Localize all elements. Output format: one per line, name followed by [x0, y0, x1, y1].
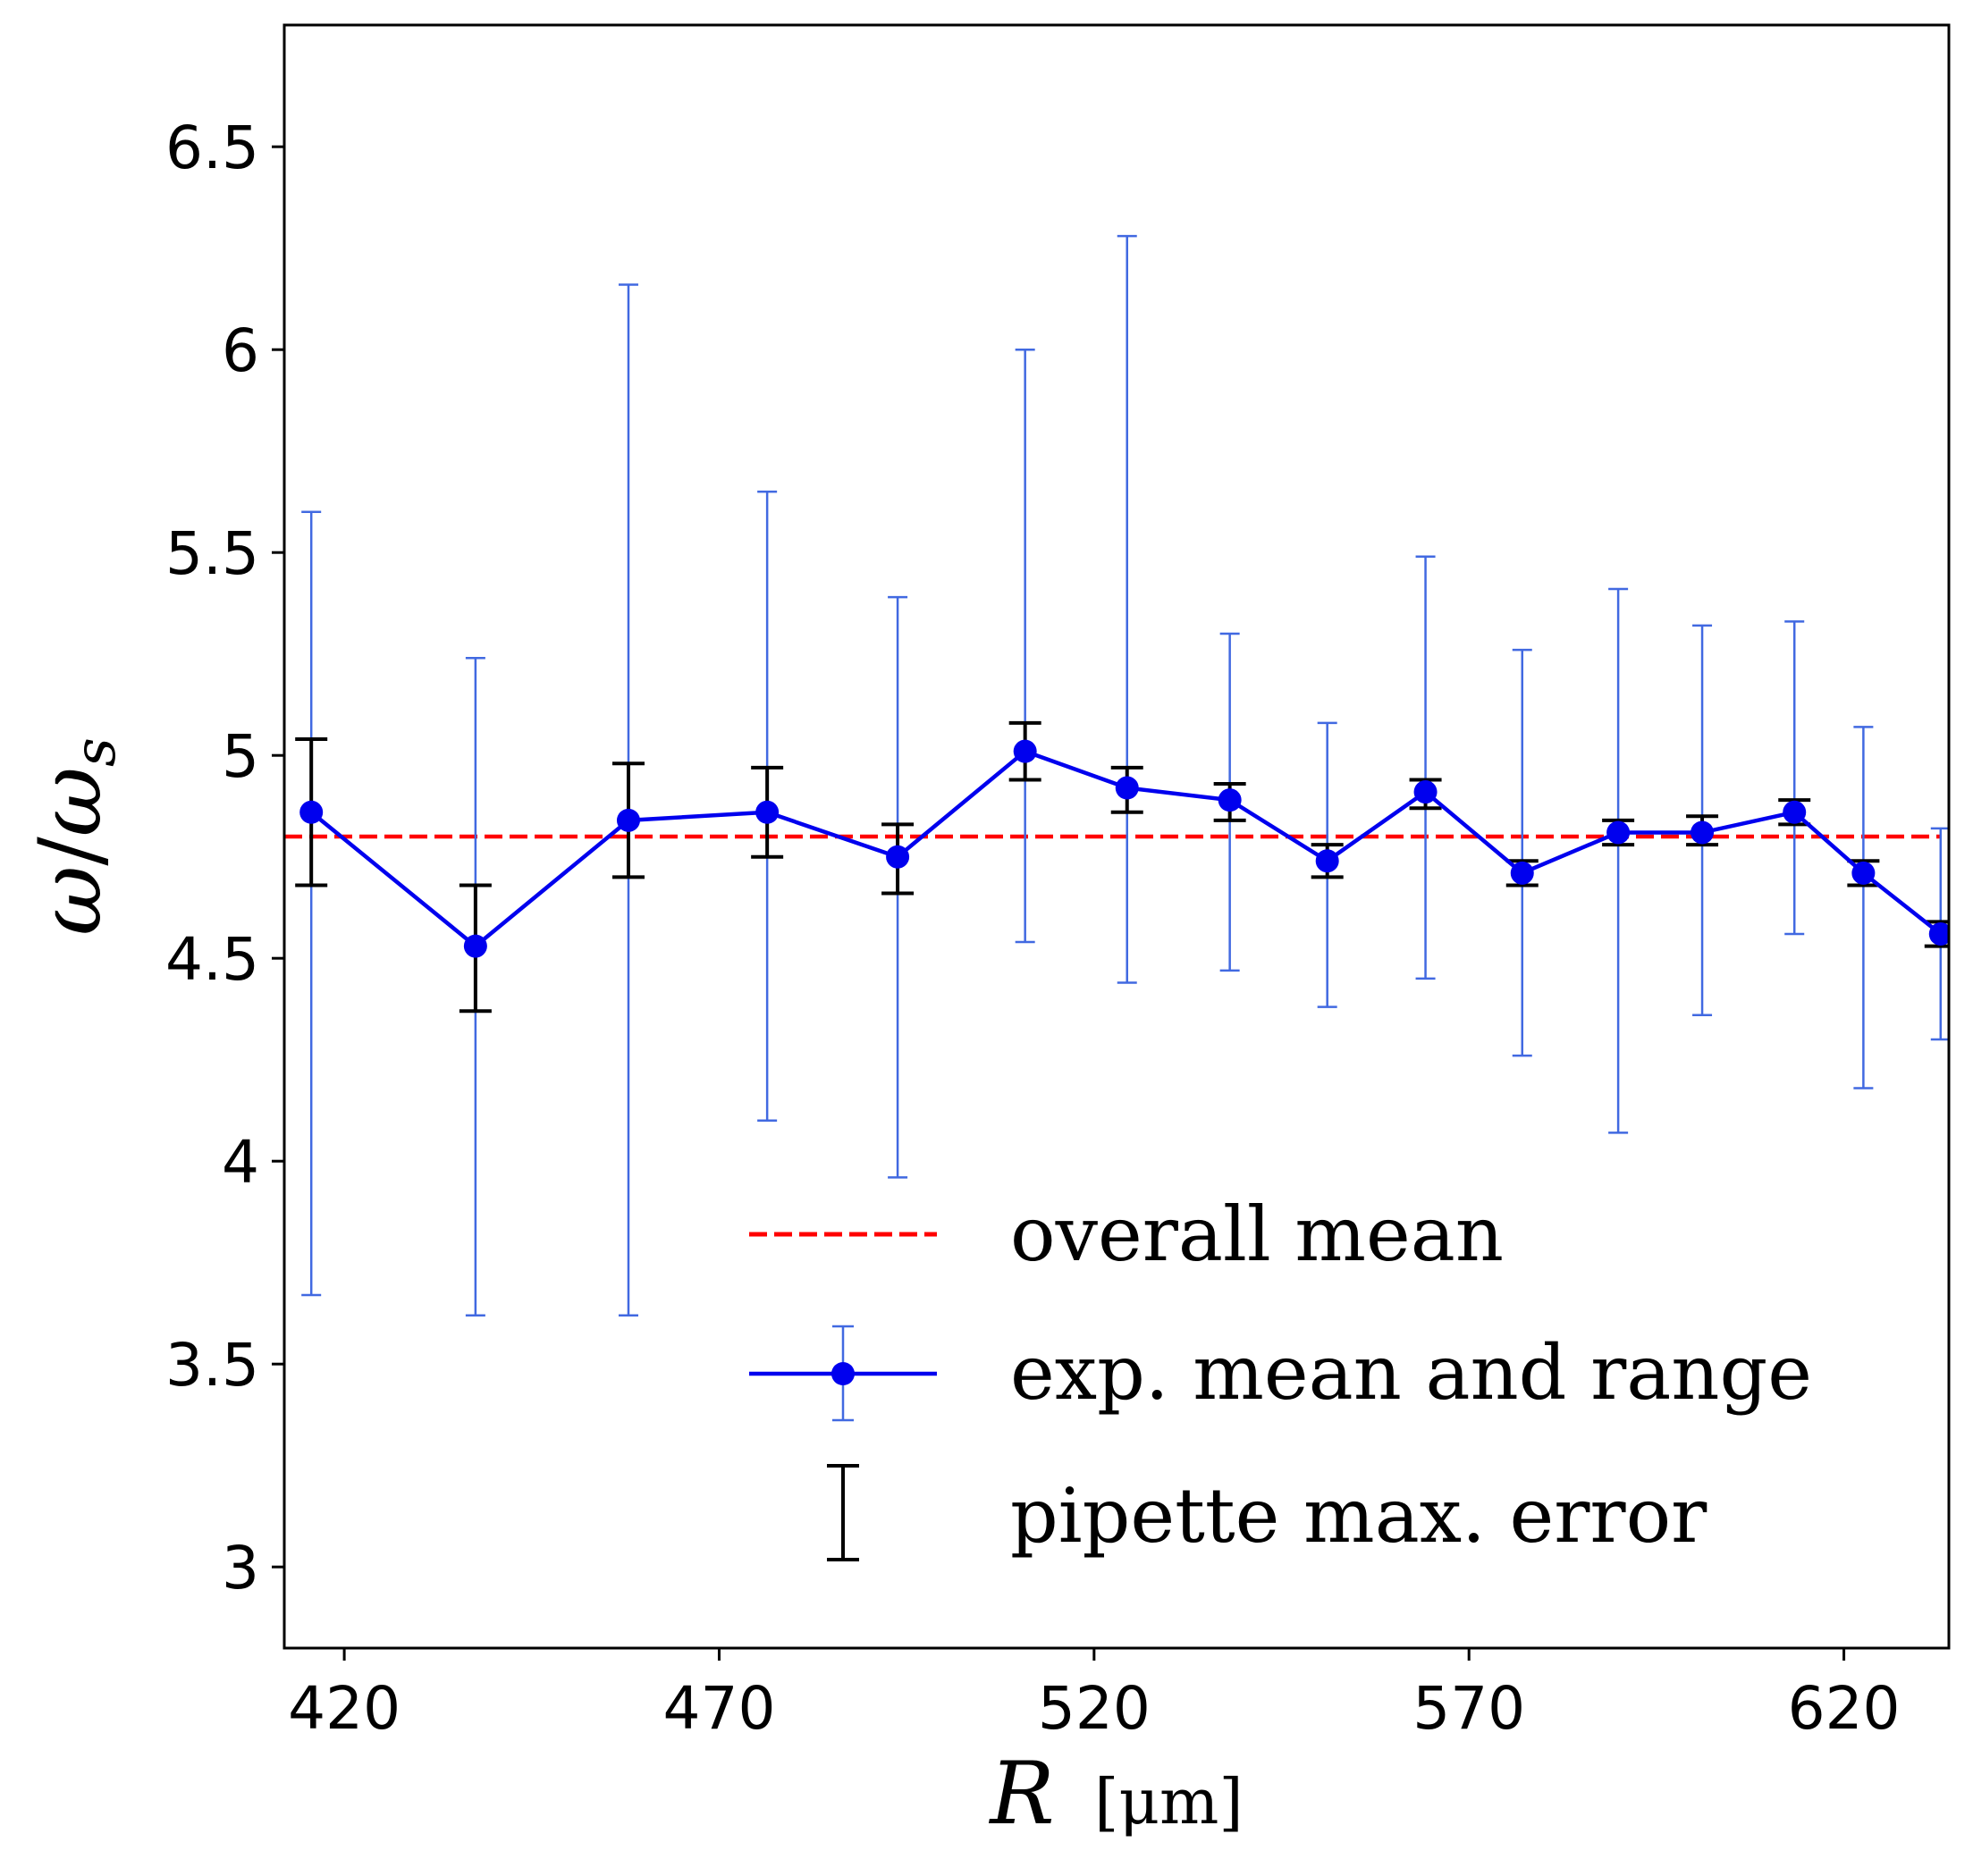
ticks-layer: 420 470 520 570 620 3 3.5 4 4.5 5 5.5 6 6.5 [165, 114, 1901, 1743]
y-axis-subsymbol: ω [21, 767, 121, 837]
y-tick-label: 6 [222, 316, 259, 385]
y-axis-subscript: s [63, 737, 129, 767]
series-point [299, 800, 324, 824]
legend-mean-label: overall mean [1010, 1190, 1504, 1278]
legend-series-swatch [749, 1325, 937, 1422]
y-tick-label: 4 [222, 1128, 259, 1197]
series-point [1218, 788, 1242, 812]
series-point [1928, 921, 1949, 946]
x-axis-label: R [μm] [988, 1744, 1243, 1844]
y-tick-label: 6.5 [165, 114, 259, 182]
series-point [1783, 800, 1807, 824]
series-point [616, 808, 640, 832]
series-point [755, 800, 780, 824]
x-axis-symbol: R [988, 1744, 1054, 1844]
x-tick-label: 420 [288, 1674, 401, 1743]
series-line [309, 749, 1943, 948]
series-point [1510, 861, 1534, 885]
series-point [1691, 820, 1715, 845]
legend: overall mean exp. mean and range pipette… [749, 1190, 1812, 1561]
y-axis-label: ω/ωs [21, 737, 129, 936]
y-tick-label: 3 [222, 1534, 259, 1603]
y-tick-label: 3.5 [165, 1331, 259, 1400]
y-tick-label: 5.5 [165, 519, 259, 588]
x-tick-label: 570 [1412, 1674, 1525, 1743]
series-point [463, 934, 487, 958]
series-point [886, 845, 910, 869]
series-point [1115, 776, 1139, 800]
y-axis-symbol: ω [21, 866, 121, 936]
y-axis-slash: / [21, 837, 121, 866]
x-tick-label: 620 [1788, 1674, 1901, 1743]
data-layer [284, 234, 1949, 1317]
legend-series-label: exp. mean and range [1010, 1329, 1812, 1417]
series-point [1606, 820, 1631, 845]
x-tick-label: 520 [1038, 1674, 1151, 1743]
plot-frame [282, 23, 1951, 1650]
series-point [1413, 780, 1438, 804]
series-point [1315, 849, 1339, 873]
x-axis-unit: [μm] [1094, 1765, 1244, 1838]
x-tick-label: 470 [662, 1674, 775, 1743]
legend-pipette-swatch [827, 1464, 859, 1561]
series-point [1851, 861, 1876, 885]
legend-series-marker [831, 1362, 855, 1385]
y-tick-label: 4.5 [165, 925, 259, 994]
y-tick-label: 5 [222, 722, 259, 791]
series-point [1013, 739, 1037, 763]
legend-pipette-label: pipette max. error [1010, 1472, 1707, 1560]
